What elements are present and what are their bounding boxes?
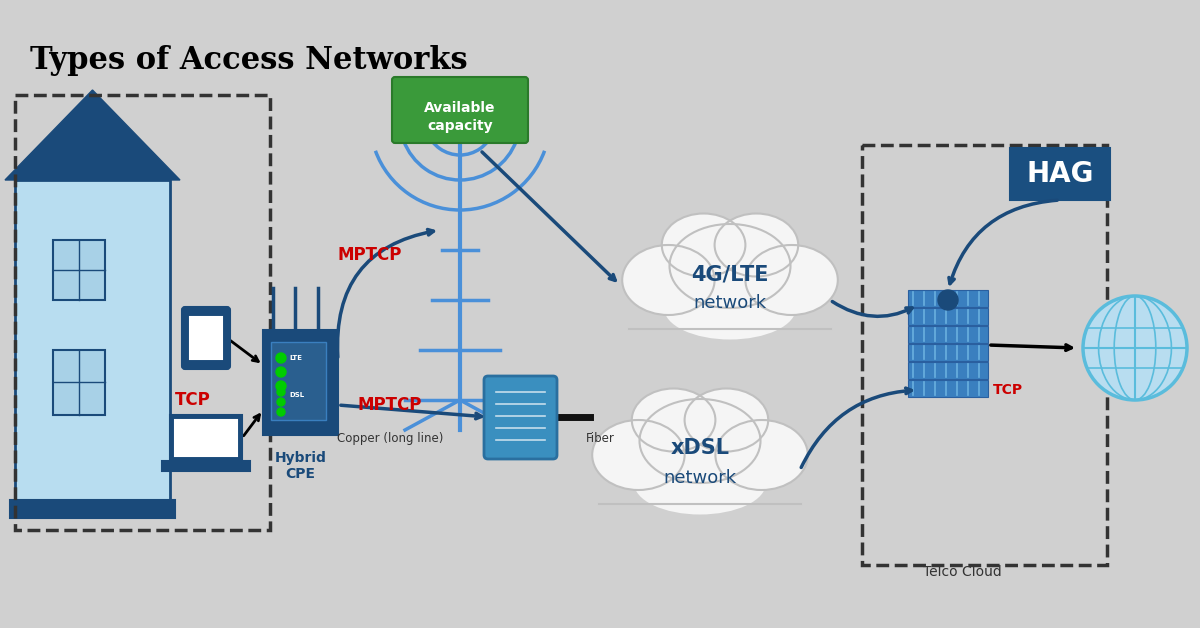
FancyBboxPatch shape	[908, 326, 988, 343]
Ellipse shape	[632, 389, 715, 452]
FancyBboxPatch shape	[1010, 148, 1110, 200]
FancyBboxPatch shape	[182, 307, 230, 369]
Ellipse shape	[664, 276, 796, 340]
Text: Hybrid: Hybrid	[275, 451, 326, 465]
FancyBboxPatch shape	[162, 461, 250, 471]
Ellipse shape	[640, 399, 761, 483]
FancyBboxPatch shape	[10, 500, 175, 518]
FancyBboxPatch shape	[908, 308, 988, 325]
Text: Fiber: Fiber	[586, 432, 614, 445]
Text: CPE: CPE	[286, 467, 316, 481]
FancyBboxPatch shape	[53, 350, 106, 415]
FancyBboxPatch shape	[170, 415, 242, 461]
FancyBboxPatch shape	[263, 330, 338, 435]
Text: DSL: DSL	[289, 392, 304, 398]
FancyBboxPatch shape	[484, 376, 557, 459]
Ellipse shape	[670, 224, 791, 308]
Circle shape	[938, 290, 958, 310]
Circle shape	[277, 408, 286, 416]
FancyBboxPatch shape	[53, 240, 106, 300]
FancyBboxPatch shape	[908, 380, 988, 397]
FancyBboxPatch shape	[908, 290, 988, 307]
Text: TCP: TCP	[994, 383, 1024, 397]
Circle shape	[276, 381, 286, 391]
Ellipse shape	[662, 214, 745, 276]
Ellipse shape	[622, 245, 715, 315]
Circle shape	[1084, 296, 1187, 400]
Text: Types of Access Networks: Types of Access Networks	[30, 45, 468, 76]
Circle shape	[276, 353, 286, 363]
Ellipse shape	[715, 420, 808, 490]
Circle shape	[455, 115, 466, 125]
FancyBboxPatch shape	[175, 420, 238, 456]
FancyBboxPatch shape	[908, 344, 988, 361]
FancyBboxPatch shape	[190, 317, 222, 359]
Text: LTE: LTE	[289, 355, 302, 361]
Text: network: network	[664, 469, 737, 487]
Polygon shape	[5, 90, 180, 180]
Ellipse shape	[634, 452, 766, 514]
Circle shape	[277, 398, 286, 406]
Ellipse shape	[684, 389, 768, 452]
Ellipse shape	[593, 420, 684, 490]
Text: Available: Available	[425, 101, 496, 115]
Text: MPTCP: MPTCP	[358, 396, 422, 414]
FancyBboxPatch shape	[14, 180, 170, 500]
Ellipse shape	[714, 214, 798, 276]
Text: TCP: TCP	[175, 391, 211, 409]
Text: xDSL: xDSL	[671, 438, 730, 458]
Text: Telco Cloud: Telco Cloud	[923, 565, 1001, 579]
FancyBboxPatch shape	[908, 362, 988, 379]
Text: Copper (long line): Copper (long line)	[337, 432, 443, 445]
FancyBboxPatch shape	[271, 342, 326, 420]
Text: HAG: HAG	[1026, 160, 1093, 188]
Text: MPTCP: MPTCP	[338, 246, 402, 264]
Text: 4G/LTE: 4G/LTE	[691, 265, 769, 285]
Ellipse shape	[745, 245, 838, 315]
Circle shape	[277, 388, 286, 396]
Text: network: network	[694, 294, 767, 312]
Text: capacity: capacity	[427, 119, 493, 133]
FancyBboxPatch shape	[392, 77, 528, 143]
Circle shape	[276, 367, 286, 377]
